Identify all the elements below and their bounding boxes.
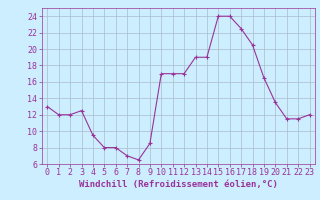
X-axis label: Windchill (Refroidissement éolien,°C): Windchill (Refroidissement éolien,°C)	[79, 180, 278, 189]
